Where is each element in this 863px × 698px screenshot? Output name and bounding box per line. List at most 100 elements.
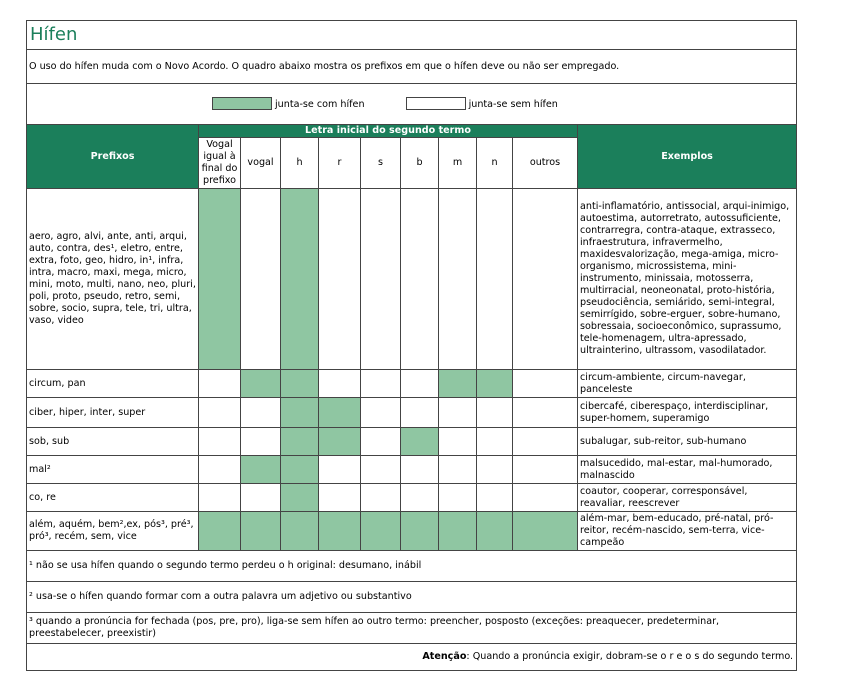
- legend-item: junta-se sem hífen: [405, 97, 558, 111]
- cell-joined: [400, 511, 439, 551]
- cell-joined: [280, 188, 319, 370]
- cell-joined: [198, 511, 241, 551]
- cell-joined: [280, 455, 319, 484]
- cell-separate: [198, 427, 241, 456]
- header-group: Letra inicial do segundo termo: [198, 124, 578, 138]
- cell-joined: [240, 369, 281, 398]
- cell-separate: [438, 427, 477, 456]
- attention-row: Atenção: Quando a pronúncia exigir, dobr…: [25, 643, 798, 671]
- hifen-table: Hífen O uso do hífen muda com o Novo Aco…: [25, 20, 798, 671]
- cell-separate: [318, 188, 361, 370]
- hifen-panel: Hífen O uso do hífen muda com o Novo Aco…: [25, 20, 798, 671]
- cell-joined: [360, 511, 401, 551]
- cell-joined: [280, 483, 319, 512]
- cell-joined: [240, 455, 281, 484]
- cell-separate: [360, 369, 401, 398]
- cell-separate: [512, 369, 578, 398]
- cell-separate: [400, 188, 439, 370]
- cell-joined: [280, 369, 319, 398]
- cell-separate: [512, 455, 578, 484]
- legend: junta-se com hífen junta-se sem hífen: [25, 83, 798, 125]
- cell-joined: [280, 397, 319, 428]
- column-header: s: [360, 137, 401, 189]
- cell-separate: [476, 483, 513, 512]
- cell-separate: [198, 397, 241, 428]
- cell-separate: [318, 369, 361, 398]
- column-header: m: [438, 137, 477, 189]
- legend-swatch: [405, 97, 466, 111]
- prefix-row: mal² malsucedido, mal-estar, mal-humorado…: [26, 455, 798, 484]
- column-header: n: [476, 137, 513, 189]
- examples: subalugar, sub-reitor, sub-humano: [576, 427, 798, 456]
- cell-separate: [318, 455, 361, 484]
- title: Hífen: [25, 20, 798, 50]
- cell-separate: [512, 397, 578, 428]
- cell-separate: [360, 188, 401, 370]
- cell-separate: [240, 188, 281, 370]
- column-header: outros: [512, 137, 578, 189]
- cell-separate: [198, 455, 241, 484]
- cell-separate: [438, 455, 477, 484]
- cell-separate: [198, 369, 241, 398]
- cell-separate: [400, 483, 439, 512]
- cell-joined: [438, 369, 477, 398]
- cell-joined: [318, 397, 361, 428]
- column-header: b: [400, 137, 439, 189]
- cell-separate: [240, 427, 281, 456]
- prefix-row: sob, sub subalugar, sub-reitor, sub-human…: [26, 427, 798, 456]
- column-header: vogal: [240, 137, 281, 189]
- cell-separate: [360, 455, 401, 484]
- cell-separate: [360, 427, 401, 456]
- cell-joined: [438, 511, 477, 551]
- cell-separate: [476, 397, 513, 428]
- cell-joined: [512, 511, 578, 551]
- prefix-row: ciber, hiper, inter, super cibercafé, cib…: [26, 397, 798, 428]
- table-body: Hífen O uso do hífen muda com o Novo Aco…: [25, 20, 798, 671]
- attention-label: Atenção: [422, 651, 467, 662]
- header-columns-row: Vogal igual à final do prefixo vogal h r s b m…: [27, 137, 797, 189]
- cell-separate: [400, 397, 439, 428]
- cell-separate: [476, 427, 513, 456]
- footnote: ¹ não se usa hífen quando o segundo term…: [25, 550, 798, 582]
- title-row: Hífen: [25, 20, 798, 50]
- cell-joined: [318, 427, 361, 456]
- cell-joined: [476, 369, 513, 398]
- legend-item: junta-se com hífen: [212, 97, 365, 111]
- prefixes: circum, pan: [26, 369, 199, 398]
- cell-separate: [360, 397, 401, 428]
- prefixes: co, re: [26, 483, 199, 512]
- cell-separate: [476, 455, 513, 484]
- cell-joined: [476, 511, 513, 551]
- footnote: ³ quando a pronúncia for fechada (pos, p…: [25, 612, 798, 644]
- header-row: Prefixos Letra inicial do segundo termo …: [26, 124, 798, 189]
- header-examples: Exemplos: [576, 124, 798, 189]
- cell-separate: [240, 483, 281, 512]
- cell-joined: [280, 427, 319, 456]
- examples: circum-ambiente, circum-navegar, pancele…: [576, 369, 798, 398]
- cell-separate: [438, 483, 477, 512]
- cell-separate: [318, 483, 361, 512]
- legend-label: junta-se sem hífen: [468, 98, 558, 110]
- prefixes: aero, agro, alvi, ante, anti, arqui, aut…: [26, 188, 199, 370]
- prefix-row: aero, agro, alvi, ante, anti, arqui, aut…: [26, 188, 798, 370]
- cell-joined: [198, 188, 241, 370]
- cell-separate: [476, 188, 513, 370]
- note-row: ³ quando a pronúncia for fechada (pos, p…: [25, 612, 798, 644]
- cell-separate: [512, 188, 578, 370]
- legend-row: junta-se com hífen junta-se sem hífen: [25, 83, 798, 125]
- prefixes: ciber, hiper, inter, super: [26, 397, 199, 428]
- intro: O uso do hífen muda com o Novo Acordo. O…: [25, 49, 798, 84]
- examples: anti-inflamatório, antissocial, arqui-in…: [576, 188, 798, 370]
- cell-separate: [400, 455, 439, 484]
- prefixes: sob, sub: [26, 427, 199, 456]
- examples: cibercafé, ciberespaço, interdisciplinar…: [576, 397, 798, 428]
- attention-text: : Quando a pronúncia exigir, dobram-se o…: [466, 651, 794, 662]
- cell-separate: [400, 369, 439, 398]
- cell-separate: [438, 188, 477, 370]
- intro-row: O uso do hífen muda com o Novo Acordo. O…: [25, 49, 798, 84]
- cell-joined: [240, 511, 281, 551]
- cell-separate: [512, 427, 578, 456]
- cell-separate: [198, 483, 241, 512]
- column-header: h: [280, 137, 319, 189]
- legend-swatch: [212, 97, 272, 111]
